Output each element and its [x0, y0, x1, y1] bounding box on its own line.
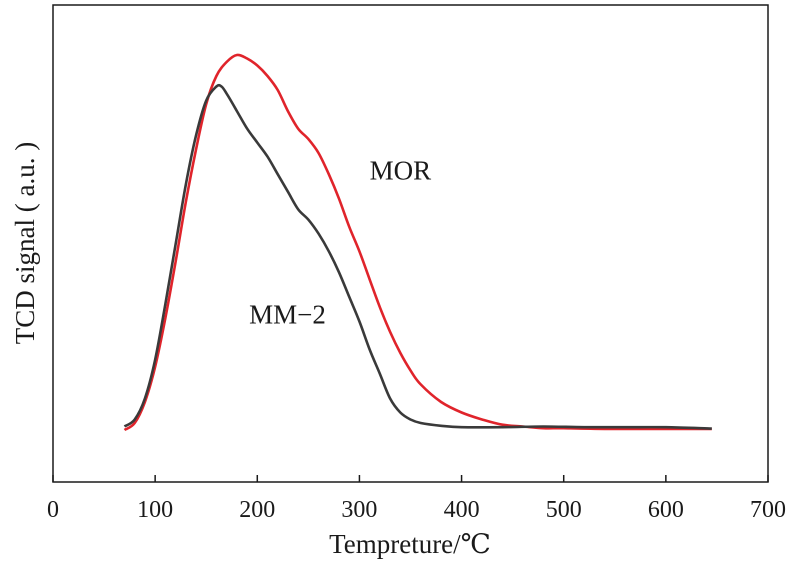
y-axis-label: TCD signal ( a.u. )	[10, 142, 40, 344]
series-line-mm-2	[123, 83, 712, 430]
x-tick-label: 400	[444, 497, 480, 523]
x-ticks: 0 100 200 300 400 500 600 700	[47, 475, 786, 523]
series-annotation: MM−2	[249, 299, 326, 329]
series-annotation: MOR	[370, 156, 432, 186]
x-tick-label: 100	[137, 497, 173, 523]
x-tick-label: 200	[239, 497, 275, 523]
x-tick-label: 700	[750, 497, 786, 523]
plot-frame	[52, 4, 769, 483]
x-tick-label: 300	[341, 497, 377, 523]
x-tick-label: 600	[648, 497, 684, 523]
annotation-layer: MOR MM−2	[249, 156, 431, 330]
series-line-mor	[123, 53, 712, 432]
x-axis-label: Tempreture/℃	[329, 529, 491, 559]
x-tick-label: 0	[47, 497, 59, 523]
series-layer	[123, 53, 712, 432]
x-tick-label: 500	[546, 497, 582, 523]
